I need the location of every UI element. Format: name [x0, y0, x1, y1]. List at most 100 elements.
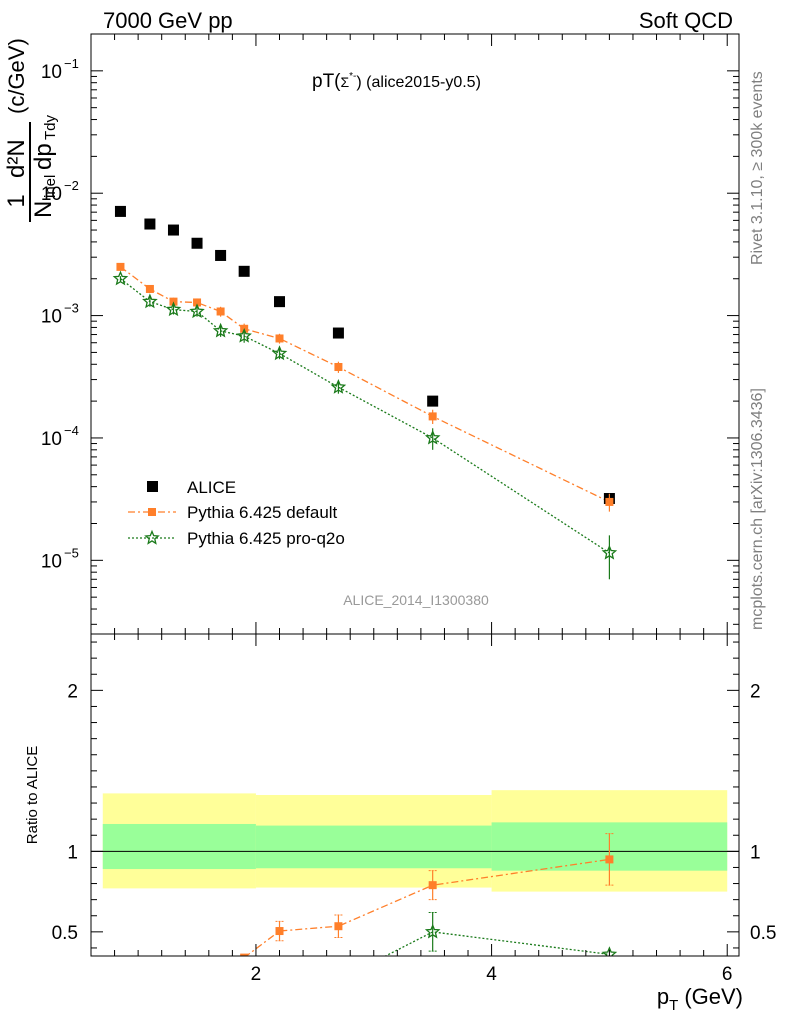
- data-point-proq2o: [189, 303, 205, 319]
- ratio-y-tick-label-left: 1: [67, 842, 78, 863]
- ratio-y-tick-label-left: 2: [67, 681, 78, 702]
- ratio-line-0: [245, 858, 610, 956]
- band-inner: [255, 825, 492, 869]
- ratio-y-tick-label-right: 2: [750, 681, 761, 702]
- x-axis-label: pT (GeV): [657, 984, 743, 1014]
- data-point-default: [275, 334, 284, 343]
- data-point-default: [116, 262, 125, 271]
- legend-marker-square: [147, 481, 158, 492]
- ratio-y-tick-label-right: 1: [750, 842, 761, 863]
- data-point-alice: [167, 224, 179, 236]
- data-point-alice: [144, 218, 156, 230]
- rivet-version-label: Rivet 3.1.10, ≥ 300k events: [749, 71, 766, 265]
- ratio-point-default: [275, 927, 284, 936]
- y-tick-label: 10: [41, 184, 62, 205]
- y-tick-label-exponent: −5: [64, 545, 79, 560]
- y-tick-label: 10: [41, 551, 62, 572]
- ylabel-unit: (c/GeV): [4, 38, 29, 114]
- main-series-points: [112, 205, 618, 580]
- y-tick-label-exponent: −2: [64, 178, 79, 193]
- plot-title-tail: ) (alice2015-y0.5): [356, 74, 481, 91]
- ratio-plot-frame: [90, 633, 740, 957]
- plot-title-symbol: Σ: [341, 74, 350, 90]
- data-point-default: [334, 363, 343, 372]
- main-y-tick-labels: 10−110−210−310−410−5: [41, 56, 79, 572]
- series-line-1: [120, 266, 610, 503]
- ratio-point-default: [334, 922, 343, 931]
- mcplots-url-label: mcplots.cern.ch [arXiv:1306.3436]: [749, 388, 766, 630]
- data-point-default: [193, 298, 202, 307]
- legend-marker-star: [144, 529, 160, 545]
- data-point-default: [605, 497, 614, 506]
- data-point-alice: [215, 249, 227, 261]
- data-point-alice: [191, 237, 203, 249]
- data-point-proq2o: [271, 345, 288, 361]
- x-axis-label-p: p: [657, 984, 669, 1009]
- data-point-default: [428, 412, 437, 421]
- y-tick-label: 10: [41, 307, 62, 328]
- legend-entry-alice: ALICE: [147, 478, 236, 497]
- legend: ALICE Pythia 6.425 default Pythia 6.425 …: [128, 478, 345, 548]
- y-tick-label: 10: [41, 429, 62, 450]
- ylabel-dp: dp: [30, 143, 57, 170]
- ratio-uncertainty-bands: [102, 790, 728, 892]
- plot-title: pT(Σ*-) (alice2015-y0.5): [312, 71, 481, 92]
- legend-label-default: Pythia 6.425 default: [187, 503, 338, 522]
- legend-entry-default: Pythia 6.425 default: [128, 503, 338, 522]
- ratio-point-proq2o: [601, 946, 618, 956]
- data-point-alice: [114, 205, 126, 217]
- ratio-axis-ticks: [90, 634, 739, 956]
- data-point-proq2o: [330, 379, 347, 394]
- ratio-series: [240, 833, 618, 956]
- data-point-proq2o: [142, 293, 158, 309]
- x-tick-label: 2: [251, 964, 262, 985]
- x-tick-labels: 2 4 6: [251, 964, 733, 985]
- ratio-y-axis-label: Ratio to ALICE: [24, 746, 41, 844]
- y-tick-label-exponent: −3: [64, 301, 79, 316]
- y-tick-label: 10: [41, 62, 62, 83]
- x-axis-label-unit: (GeV): [684, 984, 743, 1009]
- data-point-default: [145, 284, 154, 293]
- header-energy-label: 7000 GeV pp: [103, 8, 233, 33]
- data-point-alice: [238, 265, 250, 277]
- analysis-watermark: ALICE_2014_I1300380: [343, 592, 489, 608]
- legend-marker-small-square: [148, 508, 156, 516]
- data-point-proq2o: [212, 322, 229, 338]
- data-point-proq2o: [112, 270, 129, 286]
- data-point-proq2o: [236, 327, 252, 343]
- x-axis-label-sub: T: [669, 997, 678, 1014]
- data-point-proq2o: [424, 429, 441, 445]
- legend-label-proq2o: Pythia 6.425 pro-q2o: [187, 529, 345, 548]
- ratio-point-default: [240, 953, 249, 956]
- plot-title-main: pT(: [312, 71, 341, 92]
- main-y-axis-label: 1 N inel d²N dp Tdy (c/GeV): [3, 38, 59, 222]
- ratio-point-default: [428, 881, 437, 890]
- ylabel-d2n: d²N: [3, 139, 30, 178]
- data-point-default: [216, 307, 225, 316]
- header-category-label: Soft QCD: [639, 8, 733, 33]
- ratio-y-tick-label-right: 0.5: [750, 923, 776, 944]
- y-tick-label-exponent: −1: [64, 56, 79, 71]
- data-point-proq2o: [165, 301, 182, 317]
- data-point-alice: [332, 327, 344, 339]
- legend-label-alice: ALICE: [187, 478, 236, 497]
- ratio-y-tick-label-left: 0.5: [52, 923, 78, 944]
- main-series-lines: [120, 266, 610, 554]
- series-line-2: [120, 278, 610, 554]
- ylabel-one: 1: [3, 194, 30, 207]
- ratio-point-proq2o: [424, 923, 441, 939]
- legend-entry-proq2o: Pythia 6.425 pro-q2o: [128, 529, 345, 548]
- plot-title-superscript: *-: [349, 71, 356, 82]
- ylabel-inel: inel: [42, 175, 59, 198]
- data-point-proq2o: [601, 544, 618, 560]
- ratio-tick-labels: 0.5 0.5 1 1 2 2: [52, 681, 777, 944]
- ylabel-n: N: [30, 201, 57, 218]
- x-tick-label: 6: [722, 964, 733, 985]
- main-axis-ticks: [90, 33, 739, 634]
- band-inner: [102, 823, 256, 870]
- x-tick-label: 4: [486, 964, 497, 985]
- data-point-alice: [274, 296, 286, 308]
- data-point-alice: [427, 395, 439, 407]
- ylabel-tdy: Tdy: [42, 114, 59, 140]
